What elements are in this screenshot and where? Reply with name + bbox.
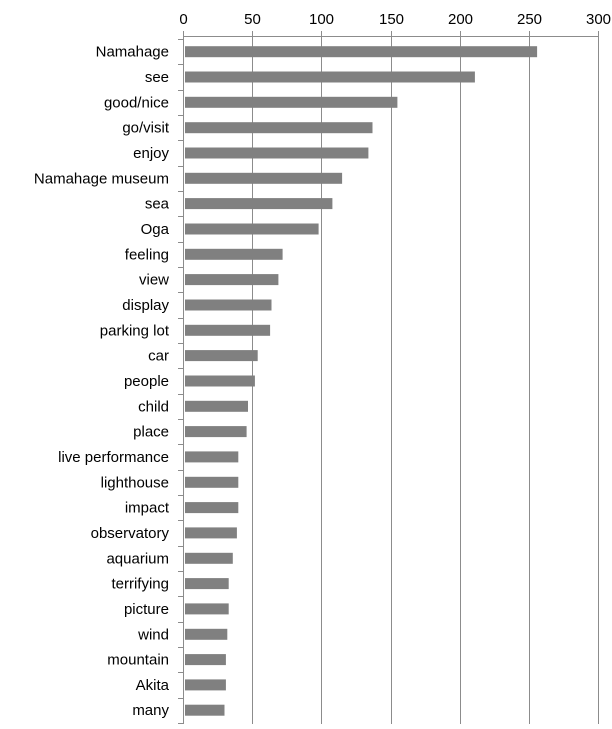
x-tick-label: 250: [517, 11, 542, 28]
category-label: people: [124, 373, 169, 390]
category-label: live performance: [58, 449, 169, 466]
category-label: parking lot: [100, 322, 170, 339]
bar: [185, 71, 475, 83]
bar: [185, 628, 228, 640]
bar: [185, 704, 225, 716]
bar: [185, 299, 272, 311]
bar: [185, 375, 255, 387]
category-label: good/nice: [104, 94, 169, 111]
bar: [185, 552, 233, 564]
bar: [185, 578, 229, 590]
category-label: impact: [125, 500, 170, 517]
bar: [185, 476, 239, 488]
bar: [185, 122, 373, 134]
category-label: terrifying: [111, 576, 169, 593]
bar: [185, 603, 229, 615]
gridlines: [252, 36, 599, 727]
category-label: Oga: [141, 221, 170, 238]
bar: [185, 679, 226, 691]
axes: 0 50 100 150 200 250 300: [178, 11, 611, 727]
bar: [185, 172, 343, 184]
category-label: go/visit: [122, 120, 170, 137]
category-label: mountain: [107, 652, 169, 669]
category-label: child: [138, 398, 169, 415]
bar: [185, 654, 226, 666]
bar: [185, 426, 247, 438]
category-label: see: [145, 69, 169, 86]
x-tick-label: 100: [309, 11, 334, 28]
x-tick-label: 0: [179, 11, 187, 28]
category-label: Namahage: [96, 44, 169, 61]
category-label: view: [139, 272, 169, 289]
category-label: enjoy: [133, 145, 169, 162]
bar: [185, 324, 271, 336]
bar: [185, 96, 398, 108]
category-label: wind: [137, 626, 169, 643]
bar: [185, 274, 279, 286]
category-label: Namahage museum: [34, 170, 169, 187]
bar: [185, 46, 538, 58]
x-tick-label: 200: [448, 11, 473, 28]
x-tick-label: 300: [586, 11, 611, 28]
bar: [185, 502, 239, 514]
bar: [185, 223, 319, 235]
bar: [185, 248, 283, 260]
category-label: picture: [124, 601, 169, 618]
bar: [185, 400, 248, 412]
category-labels: Namahage see good/nice go/visit enjoy Namahag…: [34, 44, 170, 720]
category-label: observatory: [91, 525, 170, 542]
category-label: lighthouse: [101, 474, 169, 491]
bar: [185, 350, 258, 362]
category-label: sea: [145, 196, 170, 213]
bar: [185, 451, 239, 463]
bar: [185, 147, 369, 159]
category-label: feeling: [125, 246, 169, 263]
bar: [185, 527, 237, 539]
category-label: aquarium: [106, 550, 169, 567]
category-label: Akita: [136, 677, 170, 694]
category-label: display: [122, 297, 169, 314]
category-label: car: [148, 348, 169, 365]
x-tick-label: 150: [379, 11, 404, 28]
x-tick-label: 50: [244, 11, 261, 28]
category-label: place: [133, 424, 169, 441]
category-label: many: [132, 702, 169, 719]
bar: [185, 198, 333, 210]
bars: [185, 46, 538, 716]
